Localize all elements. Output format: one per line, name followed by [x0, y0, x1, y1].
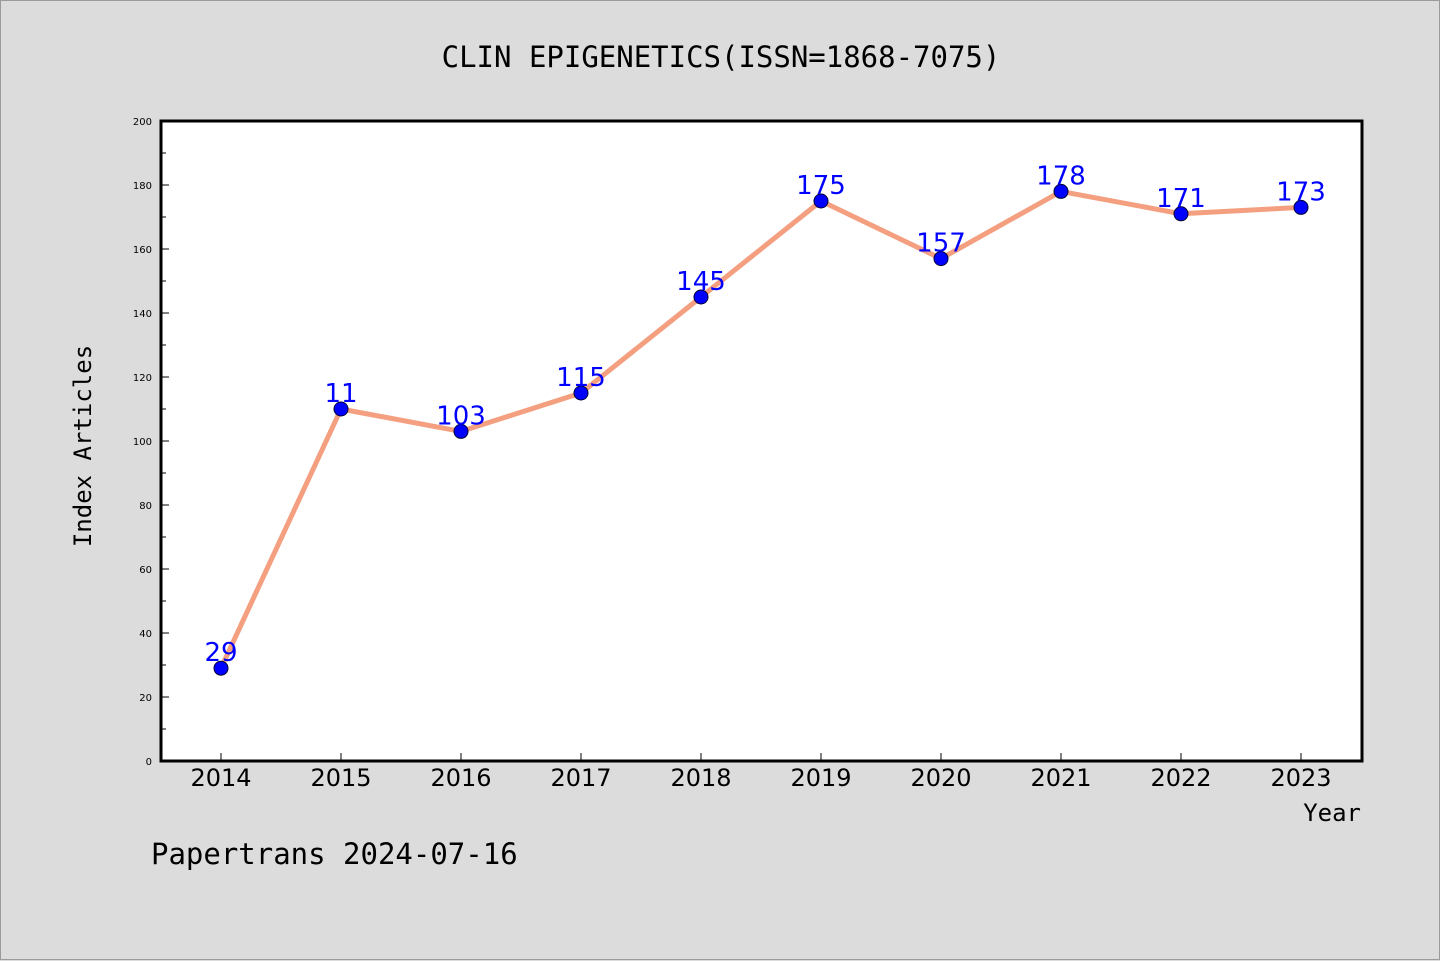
y-axis: 0 20 40 60 80 100 120 140 160 180 200 — [133, 117, 169, 768]
data-point — [213, 660, 229, 676]
data-label: 29 — [204, 638, 237, 668]
footer-watermark: Papertrans 2024-07-16 — [151, 837, 518, 871]
y-tick-label: 160 — [133, 245, 152, 256]
x-tick-label: 2021 — [1030, 764, 1091, 792]
x-tick-label: 2017 — [550, 764, 611, 792]
data-label: 145 — [676, 267, 726, 297]
y-tick-label: 0 — [146, 757, 152, 768]
data-label: 171 — [1156, 184, 1206, 214]
data-label: 175 — [796, 171, 846, 201]
data-point — [693, 289, 709, 305]
data-point — [813, 193, 829, 209]
x-tick-label: 2022 — [1150, 764, 1211, 792]
data-point — [1293, 199, 1309, 215]
data-label: 115 — [556, 363, 606, 393]
x-tick-label: 2019 — [790, 764, 851, 792]
series-line — [218, 188, 1302, 670]
data-label: 157 — [916, 229, 966, 259]
y-tick-label: 80 — [139, 501, 152, 512]
data-markers — [213, 183, 1309, 676]
plot-area — [159, 119, 1364, 763]
data-label: 11 — [324, 379, 357, 409]
data-point — [1173, 206, 1189, 222]
y-tick-label: 60 — [139, 565, 152, 576]
y-tick-label: 40 — [139, 629, 152, 640]
x-tick-label: 2023 — [1270, 764, 1331, 792]
chart-title: CLIN EPIGENETICS(ISSN=1868-7075) — [442, 40, 1001, 74]
x-tick-label: 2014 — [190, 764, 251, 792]
y-tick-label: 180 — [133, 181, 152, 192]
data-point — [1053, 183, 1069, 199]
data-labels: 29 11 103 115 145 175 157 178 171 173 — [204, 161, 1325, 668]
data-label: 178 — [1036, 161, 1086, 191]
data-label: 103 — [436, 401, 486, 431]
data-point — [333, 401, 349, 417]
y-axis-label: Index Articles — [69, 345, 97, 547]
y-tick-label: 100 — [133, 437, 152, 448]
y-tick-label: 200 — [133, 117, 152, 128]
x-tick-label: 2015 — [310, 764, 371, 792]
data-label: 173 — [1276, 177, 1326, 207]
data-point — [933, 251, 949, 267]
x-tick-label: 2018 — [670, 764, 731, 792]
y-tick-label: 140 — [133, 309, 152, 320]
y-tick-label: 120 — [133, 373, 152, 384]
data-point — [453, 423, 469, 439]
y-tick-label: 20 — [139, 693, 152, 704]
x-tick-label: 2020 — [910, 764, 971, 792]
x-axis-label: Year — [1303, 799, 1361, 827]
x-tick-label: 2016 — [430, 764, 491, 792]
data-point — [573, 385, 589, 401]
x-axis: 2014 2015 2016 2017 2018 2019 2020 2021 2022 2023 — [190, 753, 1332, 792]
